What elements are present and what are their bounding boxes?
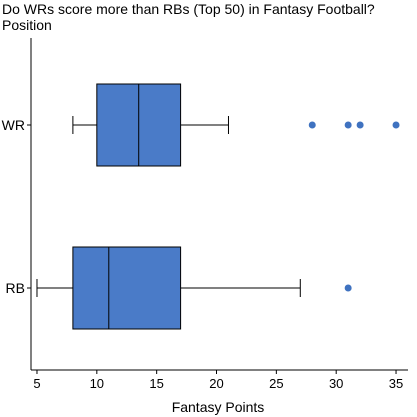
x-tick-label: 30 bbox=[329, 376, 343, 391]
outlier-point bbox=[392, 121, 400, 129]
axes: 5 10 15 20 25 30 35 WR RB bbox=[2, 38, 408, 391]
iqr-box bbox=[72, 246, 182, 330]
y-tick-label: RB bbox=[6, 280, 25, 296]
x-axis-label: Fantasy Points bbox=[172, 399, 265, 415]
outlier-point bbox=[356, 121, 364, 129]
x-tick-label: 35 bbox=[389, 376, 403, 391]
chart-title: Do WRs score more than RBs (Top 50) in F… bbox=[2, 1, 375, 17]
y-axis-label: Position bbox=[2, 17, 52, 33]
outlier-point bbox=[308, 121, 316, 129]
x-tick-label: 20 bbox=[209, 376, 223, 391]
x-tick-label: 15 bbox=[149, 376, 163, 391]
x-tick-label: 5 bbox=[33, 376, 40, 391]
outlier-point bbox=[344, 121, 352, 129]
box-rb bbox=[36, 246, 352, 330]
y-tick-label: WR bbox=[2, 117, 25, 133]
x-tick-label: 25 bbox=[269, 376, 283, 391]
x-tick-label: 10 bbox=[90, 376, 104, 391]
boxes bbox=[36, 83, 400, 330]
outlier-point bbox=[344, 284, 352, 292]
box-wr bbox=[72, 83, 400, 167]
